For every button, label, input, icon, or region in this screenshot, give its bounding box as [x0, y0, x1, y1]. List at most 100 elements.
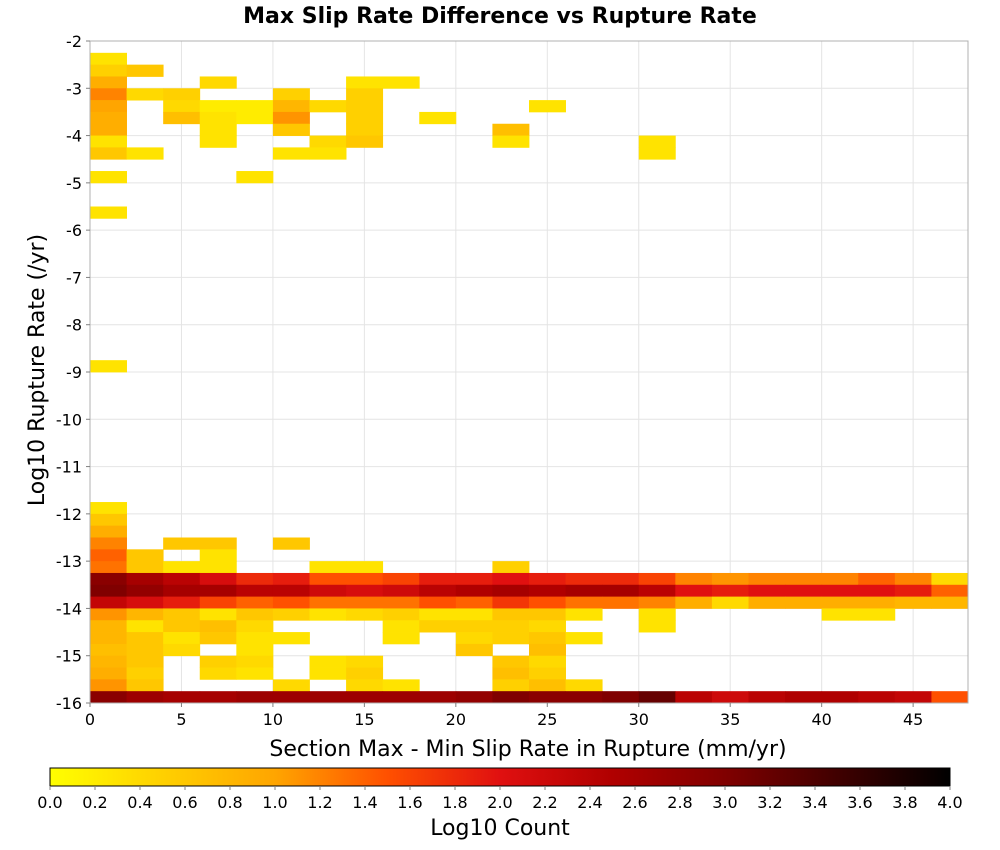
y-axis-ticks: -2 -3 -4 -5 -6 -7 -8 -9 -10 -11 -12 -13 -14 -15 -16	[56, 32, 90, 713]
heatmap-cell	[675, 691, 713, 704]
x-tick-label: 40	[811, 710, 831, 729]
heatmap-cell	[163, 584, 201, 598]
heatmap-cell	[199, 549, 237, 562]
heatmap-cell	[309, 691, 347, 704]
heatmap-cell	[199, 572, 237, 586]
heatmap-cell	[419, 111, 457, 125]
heatmap-cell	[126, 608, 164, 621]
heatmap-cell	[272, 537, 310, 550]
heatmap-cell	[931, 596, 969, 609]
heatmap-cell	[858, 691, 896, 704]
y-tick-label: -13	[56, 552, 82, 571]
heatmap-cell	[126, 679, 164, 692]
heatmap-cell	[236, 584, 274, 598]
heatmap-cell	[492, 667, 530, 680]
heatmap-cell	[309, 655, 347, 668]
heatmap-cell	[309, 584, 347, 598]
heatmap-cell	[272, 111, 310, 125]
heatmap-cell	[236, 171, 274, 184]
heatmap-cell	[565, 691, 603, 704]
heatmap-cell	[90, 123, 127, 136]
heatmap-cell	[529, 572, 566, 586]
heatmap-cell	[346, 596, 384, 609]
heatmap-cells	[90, 52, 969, 704]
heatmap-cell	[90, 502, 127, 515]
heatmap-cell	[90, 608, 127, 621]
heatmap-cell	[90, 525, 127, 538]
heatmap-cell	[126, 620, 164, 633]
heatmap-cell	[492, 123, 530, 136]
heatmap-cell	[565, 632, 603, 645]
y-tick-label: -3	[66, 79, 82, 98]
heatmap-cell	[638, 691, 676, 704]
heatmap-cell	[163, 691, 201, 704]
heatmap-cell	[785, 691, 823, 704]
heatmap-cell	[199, 111, 237, 125]
heatmap-cell	[529, 620, 566, 633]
x-axis-label: Section Max - Min Slip Rate in Rupture (…	[269, 737, 786, 762]
heatmap-cell	[382, 608, 420, 621]
x-tick-label: 35	[720, 710, 740, 729]
colorbar-tick-label: 3.6	[847, 793, 872, 812]
colorbar-gradient	[49, 767, 951, 787]
heatmap-cell	[90, 549, 127, 562]
heatmap-cell	[455, 620, 493, 633]
heatmap-cell	[272, 608, 310, 621]
heatmap-cell	[163, 608, 201, 621]
heatmap-cell	[529, 643, 566, 657]
heatmap-cell	[346, 111, 384, 125]
x-tick-label: 15	[354, 710, 374, 729]
heatmap-cell	[492, 596, 530, 609]
heatmap-cell	[346, 655, 384, 668]
heatmap-cell	[90, 64, 127, 77]
heatmap-cell	[126, 643, 164, 657]
heatmap-cell	[419, 608, 457, 621]
heatmap-cell	[199, 100, 237, 113]
y-tick-label: -10	[56, 410, 82, 429]
heatmap-cell	[748, 584, 786, 598]
heatmap-cell	[126, 596, 164, 609]
heatmap-cell	[272, 691, 310, 704]
heatmap-cell	[492, 679, 530, 692]
heatmap-cell	[455, 632, 493, 645]
heatmap-cell	[931, 584, 969, 598]
heatmap-cell	[309, 135, 347, 148]
heatmap-cell	[565, 679, 603, 692]
heatmap-cell	[346, 88, 384, 101]
heatmap-cell	[711, 691, 749, 704]
heatmap-cell	[90, 88, 127, 101]
heatmap-cell	[126, 147, 164, 160]
heatmap-cell	[199, 584, 237, 598]
y-axis-label: Log10 Rupture Rate (/yr)	[25, 234, 50, 506]
heatmap-cell	[126, 572, 164, 586]
heatmap-cell	[126, 584, 164, 598]
heatmap-cell	[492, 584, 530, 598]
heatmap-cell	[785, 572, 823, 586]
heatmap-cell	[602, 572, 640, 586]
heatmap-cell	[199, 596, 237, 609]
colorbar-tick-label: 2.2	[532, 793, 557, 812]
heatmap-cell	[419, 620, 457, 633]
heatmap-cell	[346, 135, 384, 148]
x-tick-label: 0	[85, 710, 95, 729]
heatmap-cell	[492, 135, 530, 148]
heatmap-cell	[455, 608, 493, 621]
heatmap-cell	[565, 572, 603, 586]
colorbar-tick-label: 2.4	[577, 793, 602, 812]
colorbar-tick-label: 1.2	[307, 793, 332, 812]
heatmap-cell	[163, 643, 201, 657]
heatmap-cell	[675, 584, 713, 598]
heatmap-cell	[163, 561, 201, 574]
heatmap-cell	[163, 572, 201, 586]
x-tick-label: 10	[263, 710, 283, 729]
heatmap-cell	[858, 572, 896, 586]
heatmap-cell	[126, 667, 164, 680]
heatmap-cell	[492, 620, 530, 633]
heatmap-cell	[236, 620, 274, 633]
heatmap-cell	[382, 76, 420, 89]
heatmap-cell	[272, 584, 310, 598]
heatmap-cell	[382, 691, 420, 704]
heatmap-cell	[272, 147, 310, 160]
heatmap-cell	[785, 596, 823, 609]
colorbar-label: Log10 Count	[430, 816, 570, 841]
